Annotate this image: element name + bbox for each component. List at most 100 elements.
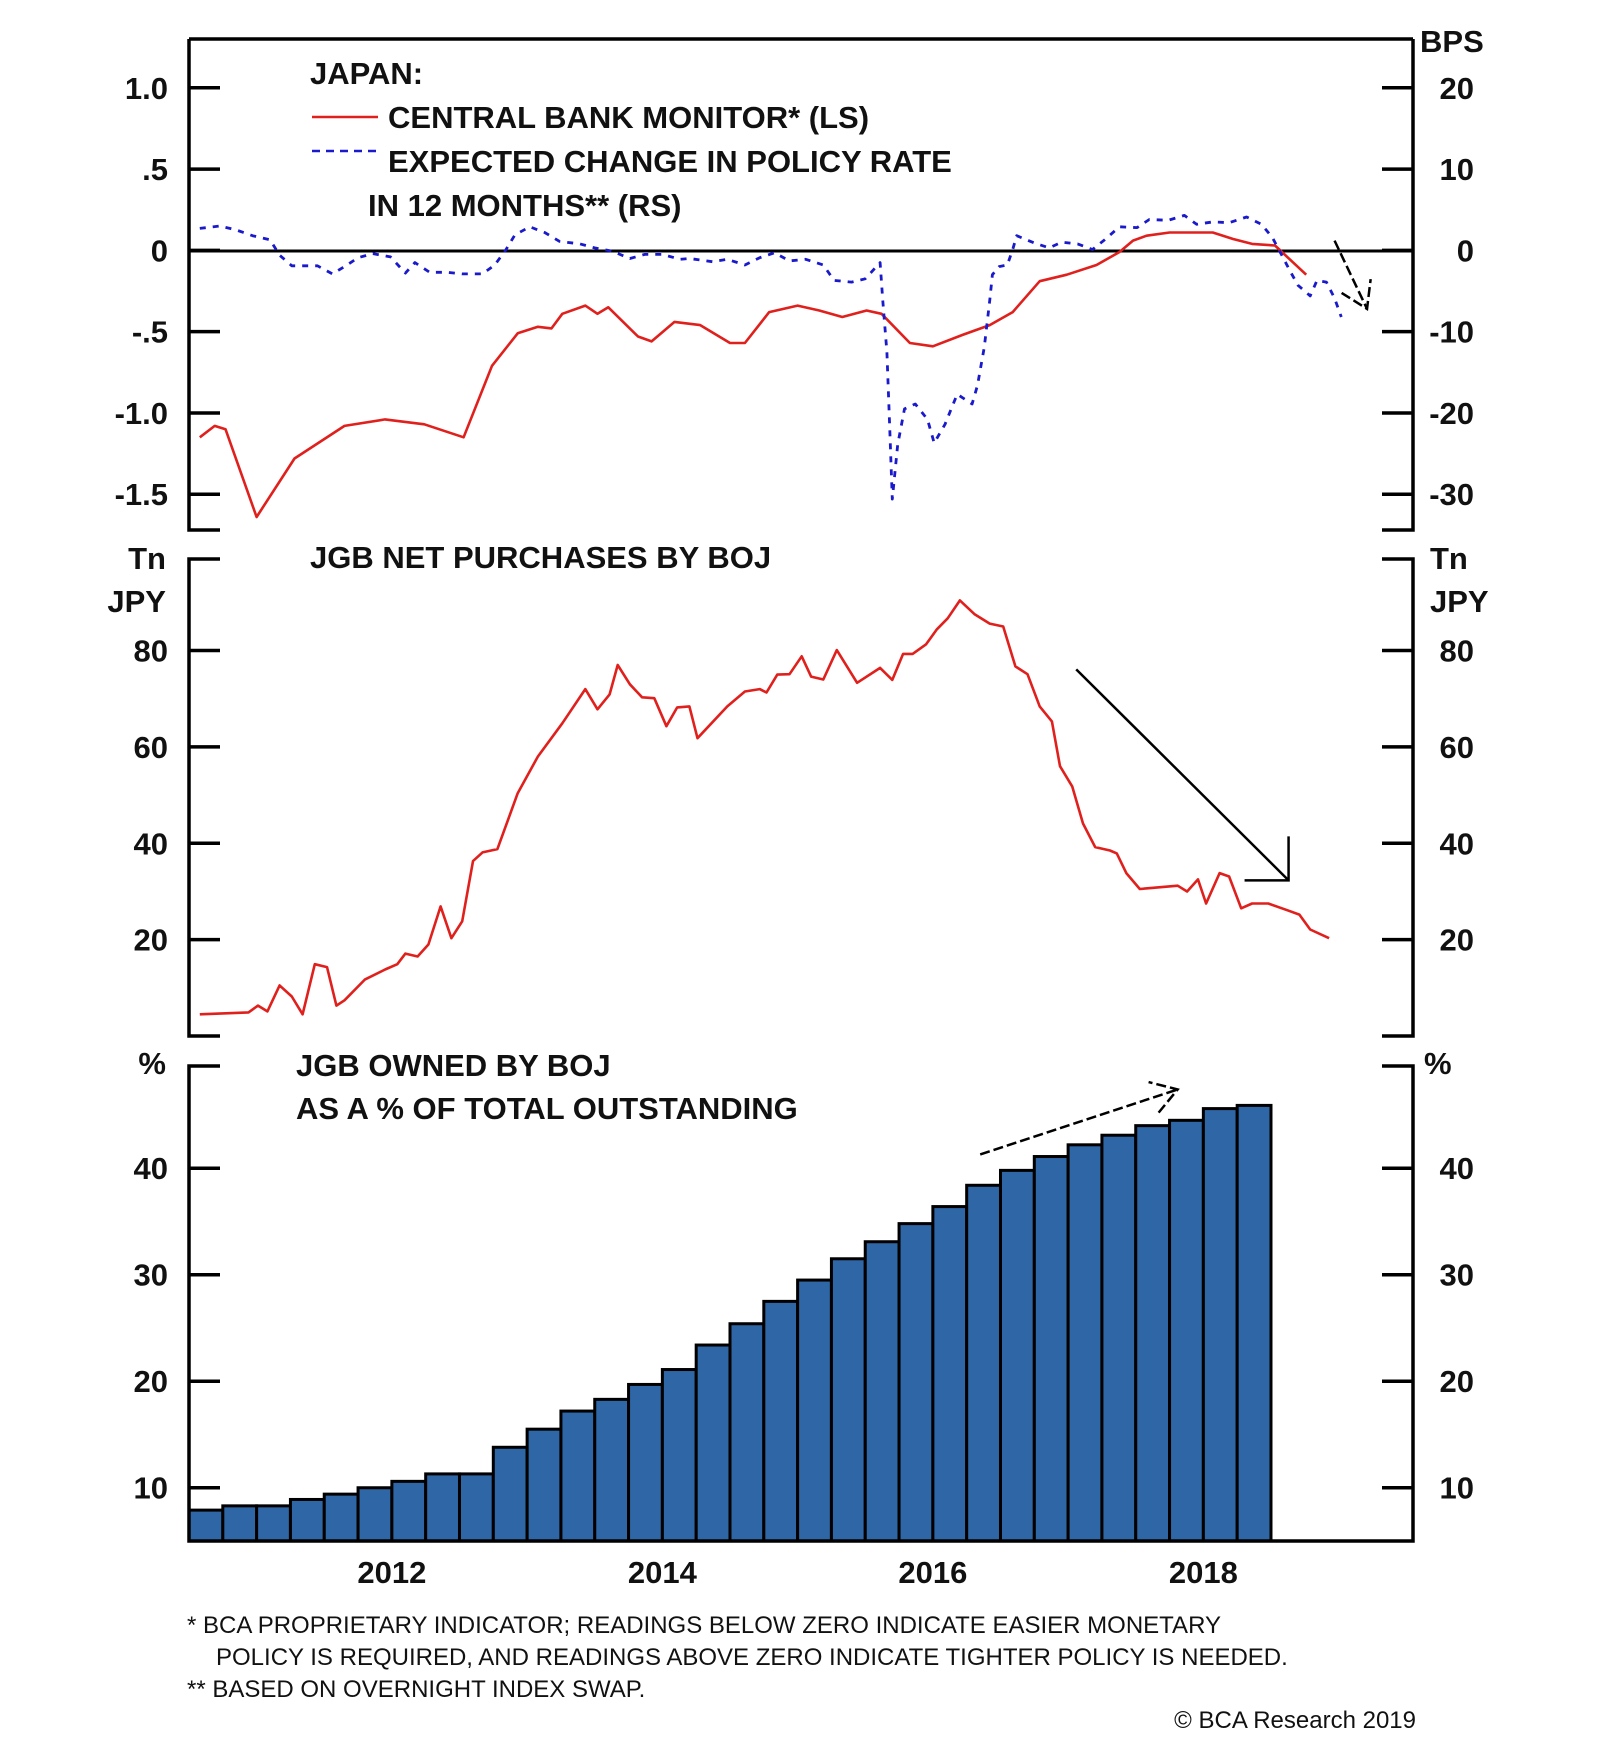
top-left-axis: 1.0 .5 0 -.5 -1.0 -1.5 [115, 71, 220, 512]
x-axis: 2012 2014 2016 2018 [357, 1555, 1237, 1590]
middle-left-unit-line2: JPY [107, 584, 166, 619]
x-tick-label: 2012 [357, 1555, 426, 1590]
bar [1168, 1118, 1205, 1543]
bar [221, 1504, 259, 1543]
bar [1032, 1155, 1070, 1543]
right-tick-label: 20 [1440, 923, 1474, 958]
legend-label-expected-change: EXPECTED CHANGE IN POLICY RATE [388, 144, 952, 179]
bottom-panel-frame [187, 1064, 1415, 1543]
x-tick-label: 2018 [1169, 1555, 1238, 1590]
bar [1201, 1107, 1239, 1543]
middle-panel-title: JGB NET PURCHASES BY BOJ [310, 540, 771, 575]
bar [931, 1205, 969, 1543]
bar [694, 1343, 732, 1543]
top-panel-frame [187, 37, 1415, 532]
right-tick-label: 40 [1440, 1151, 1474, 1186]
central-bank-monitor-line [199, 231, 1308, 519]
bar [965, 1183, 1002, 1543]
top-series [199, 213, 1343, 519]
top-panel: 1.0 .5 0 -.5 -1.0 -1.5 20 10 0 -10 -20 -30 BPS JAP… [115, 24, 1484, 532]
bars [187, 1103, 1273, 1543]
bar [998, 1168, 1036, 1543]
bar [457, 1472, 495, 1543]
right-tick-label: 20 [1440, 1364, 1474, 1399]
middle-right-axis: 80 60 40 20 [1382, 634, 1474, 958]
left-tick-label: 40 [134, 826, 168, 861]
right-tick-label: 10 [1440, 152, 1474, 187]
middle-right-unit-line1: Tn [1430, 541, 1468, 576]
bar [829, 1257, 867, 1543]
bar [660, 1368, 698, 1543]
left-tick-label: 0 [151, 233, 168, 268]
right-tick-label: 80 [1440, 634, 1474, 669]
bar [187, 1508, 225, 1543]
bar [1235, 1103, 1273, 1543]
left-tick-label: 40 [134, 1151, 168, 1186]
left-tick-label: 1.0 [125, 71, 168, 106]
middle-series [199, 599, 1330, 1016]
arrow-head [1148, 1080, 1180, 1114]
arrow-shaft [1333, 240, 1369, 310]
arrow-shaft [979, 1088, 1179, 1156]
bar [762, 1299, 800, 1543]
left-tick-label: 80 [134, 634, 168, 669]
legend-label-cbm: CENTRAL BANK MONITOR* (LS) [388, 100, 869, 135]
left-tick-label: -.5 [132, 315, 168, 350]
right-tick-label: 20 [1440, 71, 1474, 106]
footnote-1-cont: POLICY IS REQUIRED, AND READINGS ABOVE Z… [216, 1644, 1288, 1671]
right-tick-label: -20 [1429, 396, 1474, 431]
left-tick-label: .5 [142, 152, 168, 187]
bottom-left-unit: % [138, 1046, 166, 1081]
bar [525, 1427, 563, 1543]
bar [593, 1397, 631, 1543]
middle-panel: 80 60 40 20 80 60 40 20 Tn JPY Tn JPY JGB NET … [107, 540, 1489, 1038]
bar [796, 1278, 833, 1543]
jgb-net-purchases-line [199, 599, 1330, 1016]
footnotes: * BCA PROPRIETARY INDICATOR; READINGS BE… [187, 1612, 1416, 1734]
expected-change-line [199, 213, 1343, 501]
middle-left-axis: 80 60 40 20 [134, 634, 220, 958]
bottom-left-axis: 40 30 20 10 [134, 1151, 220, 1506]
bar [627, 1382, 664, 1543]
left-tick-label: -1.0 [115, 396, 168, 431]
bar [1100, 1133, 1138, 1543]
arrow-head [1340, 278, 1372, 311]
right-axis-unit-bps: BPS [1420, 24, 1484, 59]
bar [897, 1222, 935, 1543]
top-right-axis: 20 10 0 -10 -20 -30 [1382, 71, 1474, 512]
left-tick-label: 10 [134, 1471, 168, 1506]
legend-label-expected-change-line2: IN 12 MONTHS** (RS) [368, 188, 681, 223]
bar [356, 1486, 394, 1543]
top-trend-arrow [1333, 240, 1372, 311]
right-tick-label: -10 [1429, 315, 1474, 350]
bar [728, 1322, 766, 1543]
bar [424, 1472, 461, 1543]
right-tick-label: 0 [1457, 233, 1474, 268]
bar [1134, 1124, 1172, 1543]
x-tick-label: 2014 [628, 1555, 698, 1590]
bar [491, 1445, 529, 1543]
bottom-panel: 40 30 20 10 40 30 20 10 % % JGB OWNED BY BOJ A… [134, 1046, 1474, 1543]
middle-panel-frame [187, 557, 1415, 1038]
bar [288, 1497, 326, 1543]
bottom-right-axis: 40 30 20 10 [1382, 1151, 1474, 1506]
bar [390, 1479, 428, 1543]
arrow-shaft [1075, 668, 1290, 882]
bottom-trend-arrow [979, 1080, 1180, 1156]
bottom-panel-subtitle: AS A % OF TOTAL OUTSTANDING [296, 1091, 798, 1126]
footnote-1: * BCA PROPRIETARY INDICATOR; READINGS BE… [187, 1612, 1221, 1639]
bar [559, 1409, 597, 1543]
legend: JAPAN: CENTRAL BANK MONITOR* (LS) EXPECT… [310, 56, 952, 223]
copyright: © BCA Research 2019 [1174, 1707, 1416, 1734]
bottom-right-unit: % [1424, 1046, 1452, 1081]
bottom-panel-title: JGB OWNED BY BOJ [296, 1048, 611, 1083]
footnote-2: ** BASED ON OVERNIGHT INDEX SWAP. [187, 1676, 645, 1703]
bar [1066, 1143, 1104, 1543]
middle-trend-arrow [1075, 668, 1290, 882]
right-tick-label: 60 [1440, 730, 1474, 765]
bar [322, 1492, 360, 1543]
x-tick-label: 2016 [898, 1555, 967, 1590]
legend-title: JAPAN: [310, 56, 423, 91]
right-tick-label: 40 [1440, 826, 1474, 861]
